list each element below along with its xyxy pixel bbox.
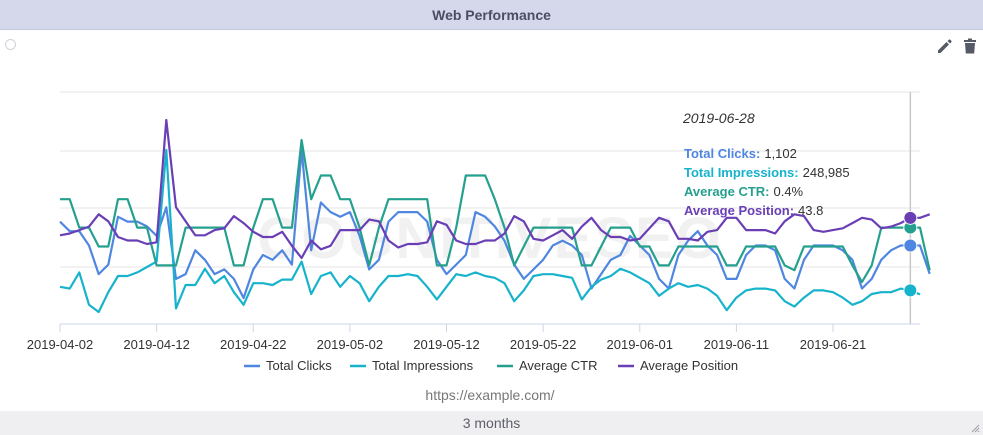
series-line-average-ctr[interactable]	[60, 138, 931, 284]
legend-label: Average CTR	[519, 358, 598, 373]
series-line-total-clicks[interactable]	[59, 148, 931, 300]
tooltip-row: Total Impressions: 248,985	[684, 165, 850, 180]
tooltip-row: Average CTR: 0.4%	[684, 184, 804, 199]
x-tick-label: 2019-04-02	[27, 337, 94, 352]
chart-tooltip: 2019-06-28 Total Clicks: 1,102 Total Impres…	[682, 110, 850, 218]
series-line-total-impressions[interactable]	[59, 148, 921, 314]
legend-label: Average Position	[640, 358, 738, 373]
legend-item-total-clicks[interactable]: Total Clicks	[244, 358, 332, 373]
date-range-label[interactable]: 3 months	[462, 415, 521, 431]
legend-label: Total Impressions	[372, 358, 474, 373]
legend-item-average-ctr[interactable]: Average CTR	[497, 358, 598, 373]
widget-title: Web Performance	[432, 6, 551, 23]
tooltip-date: 2019-06-28	[682, 110, 755, 126]
hover-marker-average-position	[903, 210, 918, 225]
source-link[interactable]: https://example.com/	[425, 387, 554, 403]
date-range-footer: 3 months	[0, 411, 983, 435]
legend-item-average-position[interactable]: Average Position	[618, 358, 738, 373]
resize-grip-icon[interactable]	[970, 423, 980, 433]
tooltip-row: Average Position: 43.8	[684, 203, 823, 218]
tooltip-row: Total Clicks: 1,102	[684, 146, 797, 161]
x-tick-label: 2019-04-22	[220, 337, 287, 352]
select-radio[interactable]	[5, 39, 16, 50]
x-tick-label: 2019-05-22	[510, 337, 577, 352]
legend-label: Total Clicks	[266, 358, 332, 373]
x-tick-label: 2019-04-12	[123, 337, 190, 352]
x-tick-label: 2019-06-11	[704, 337, 770, 352]
legend-item-total-impressions[interactable]: Total Impressions	[350, 358, 474, 373]
trash-icon[interactable]	[961, 37, 979, 55]
x-tick-label: 2019-05-12	[413, 337, 480, 352]
series-line-average-position[interactable]	[59, 118, 931, 260]
x-tick-label: 2019-06-21	[800, 337, 867, 352]
x-tick-label: 2019-06-01	[607, 337, 674, 352]
x-tick-label: 2019-05-02	[317, 337, 384, 352]
widget-title-bar: Web Performance	[0, 0, 983, 30]
hover-marker-total-clicks	[903, 238, 918, 253]
hover-marker-total-impressions	[903, 283, 918, 298]
pencil-icon[interactable]	[936, 37, 954, 55]
